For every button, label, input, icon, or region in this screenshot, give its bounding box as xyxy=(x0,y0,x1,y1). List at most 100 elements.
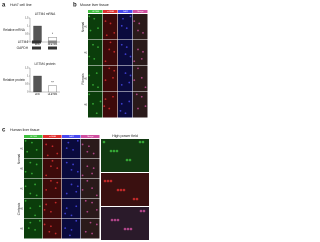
micrograph xyxy=(43,179,62,199)
signal xyxy=(35,149,38,151)
signal xyxy=(113,50,116,53)
row-label: #3 xyxy=(84,104,87,107)
micrograph xyxy=(43,139,62,159)
signal xyxy=(56,181,59,184)
signal xyxy=(128,100,131,103)
signal xyxy=(109,179,113,183)
signal xyxy=(135,93,138,96)
micrograph xyxy=(118,14,133,40)
micrograph xyxy=(43,199,62,219)
x-tick-label: siNC xyxy=(35,43,40,46)
row-label: #1 xyxy=(84,52,87,55)
signal xyxy=(65,147,68,149)
micrograph xyxy=(88,92,103,118)
signal xyxy=(137,107,139,110)
signal xyxy=(70,229,73,231)
channel-header xyxy=(133,10,148,13)
micrograph xyxy=(103,40,118,66)
micrograph xyxy=(43,219,62,239)
signal xyxy=(97,86,99,89)
micrograph xyxy=(133,40,148,66)
micrograph xyxy=(81,199,100,219)
blot-band xyxy=(48,46,57,50)
signal xyxy=(88,93,91,96)
signal xyxy=(109,22,112,25)
signal xyxy=(116,188,120,192)
signal xyxy=(105,34,108,37)
signal xyxy=(109,149,113,153)
channel-label: Merge xyxy=(87,135,94,138)
signal xyxy=(142,209,146,213)
signal xyxy=(70,183,73,186)
signal xyxy=(125,46,128,48)
micrograph xyxy=(81,219,100,239)
signal xyxy=(76,170,79,173)
signal xyxy=(120,84,123,86)
signal xyxy=(48,230,51,233)
signal xyxy=(144,105,147,108)
micrograph xyxy=(81,179,100,199)
micrograph xyxy=(133,92,148,118)
signal xyxy=(38,219,41,222)
micrograph xyxy=(103,14,118,40)
micrograph xyxy=(133,66,148,92)
signal xyxy=(35,194,38,197)
signal xyxy=(51,159,54,162)
signal xyxy=(54,232,57,235)
blot-label: GAPDH xyxy=(17,46,29,50)
signal xyxy=(132,197,136,201)
blot-band xyxy=(32,46,41,50)
signal xyxy=(88,145,90,148)
y-tick-label: 1.5 xyxy=(25,17,29,20)
signal xyxy=(86,150,89,153)
signal xyxy=(141,140,145,144)
figure: a Huh7 cell line b Mouse liver tissue c … xyxy=(2,3,149,240)
signal xyxy=(116,218,120,222)
micrograph xyxy=(62,219,81,239)
signal xyxy=(112,76,114,79)
signal xyxy=(135,197,139,201)
signal xyxy=(50,210,52,213)
micrograph xyxy=(133,14,148,40)
signal xyxy=(113,69,116,72)
panel-label: c xyxy=(2,128,6,134)
signal xyxy=(95,209,98,211)
signal xyxy=(45,189,48,191)
panel-title: Huh7 cell line xyxy=(10,3,32,7)
signal xyxy=(64,227,67,229)
signal xyxy=(76,139,79,142)
micrograph xyxy=(43,159,62,179)
micrograph xyxy=(24,199,43,219)
signal xyxy=(125,158,129,162)
signal xyxy=(112,95,114,98)
signal xyxy=(123,227,127,231)
signal xyxy=(128,158,132,162)
signal xyxy=(91,172,93,175)
signal xyxy=(95,72,98,74)
signal xyxy=(70,214,73,217)
panel-title: Mouse liver tissue xyxy=(80,3,109,7)
signal xyxy=(120,24,123,27)
chart-title: LETM4 protein xyxy=(35,62,56,66)
signal xyxy=(64,212,67,215)
signal xyxy=(75,219,78,222)
signal xyxy=(92,43,94,46)
group-label: Fibrosis xyxy=(81,73,85,85)
row-label: #3 xyxy=(20,228,23,231)
channel-header xyxy=(43,135,62,138)
signal xyxy=(137,48,139,51)
signal xyxy=(27,227,30,229)
signal xyxy=(92,167,95,169)
micrograph xyxy=(24,219,43,239)
signal xyxy=(92,84,94,86)
micrograph xyxy=(103,66,118,92)
y-tick-label: 0 xyxy=(27,41,29,44)
channel-header xyxy=(62,135,81,138)
signal xyxy=(97,27,99,30)
signal xyxy=(89,29,92,32)
significance: ** xyxy=(51,80,54,84)
signal xyxy=(56,152,59,155)
channel-label: DAPI xyxy=(69,135,74,138)
signal xyxy=(34,214,36,217)
signal xyxy=(81,174,84,177)
